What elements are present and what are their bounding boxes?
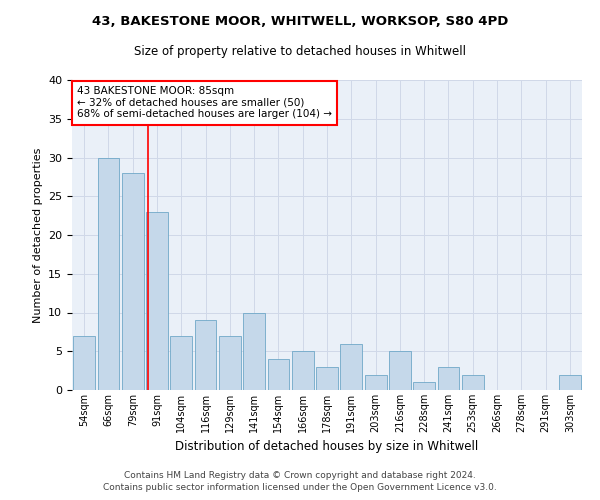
Text: Size of property relative to detached houses in Whitwell: Size of property relative to detached ho… (134, 45, 466, 58)
Text: Contains public sector information licensed under the Open Government Licence v3: Contains public sector information licen… (103, 484, 497, 492)
Bar (170, 336, 192, 390)
Bar (559, 374, 581, 390)
Bar (268, 359, 289, 390)
Bar (462, 374, 484, 390)
Text: Contains HM Land Registry data © Crown copyright and database right 2024.: Contains HM Land Registry data © Crown c… (124, 471, 476, 480)
Bar (340, 344, 362, 390)
Bar (194, 320, 217, 390)
Bar (389, 351, 411, 390)
Bar (73, 336, 95, 390)
Bar (413, 382, 435, 390)
Y-axis label: Number of detached properties: Number of detached properties (32, 148, 43, 322)
Bar (316, 367, 338, 390)
Bar (97, 158, 119, 390)
Bar (219, 336, 241, 390)
Bar (292, 351, 314, 390)
Bar (243, 312, 265, 390)
Bar (146, 212, 168, 390)
Text: 43 BAKESTONE MOOR: 85sqm
← 32% of detached houses are smaller (50)
68% of semi-d: 43 BAKESTONE MOOR: 85sqm ← 32% of detach… (77, 86, 332, 120)
Bar (437, 367, 460, 390)
Bar (122, 173, 143, 390)
Text: 43, BAKESTONE MOOR, WHITWELL, WORKSOP, S80 4PD: 43, BAKESTONE MOOR, WHITWELL, WORKSOP, S… (92, 15, 508, 28)
X-axis label: Distribution of detached houses by size in Whitwell: Distribution of detached houses by size … (175, 440, 479, 454)
Bar (365, 374, 386, 390)
